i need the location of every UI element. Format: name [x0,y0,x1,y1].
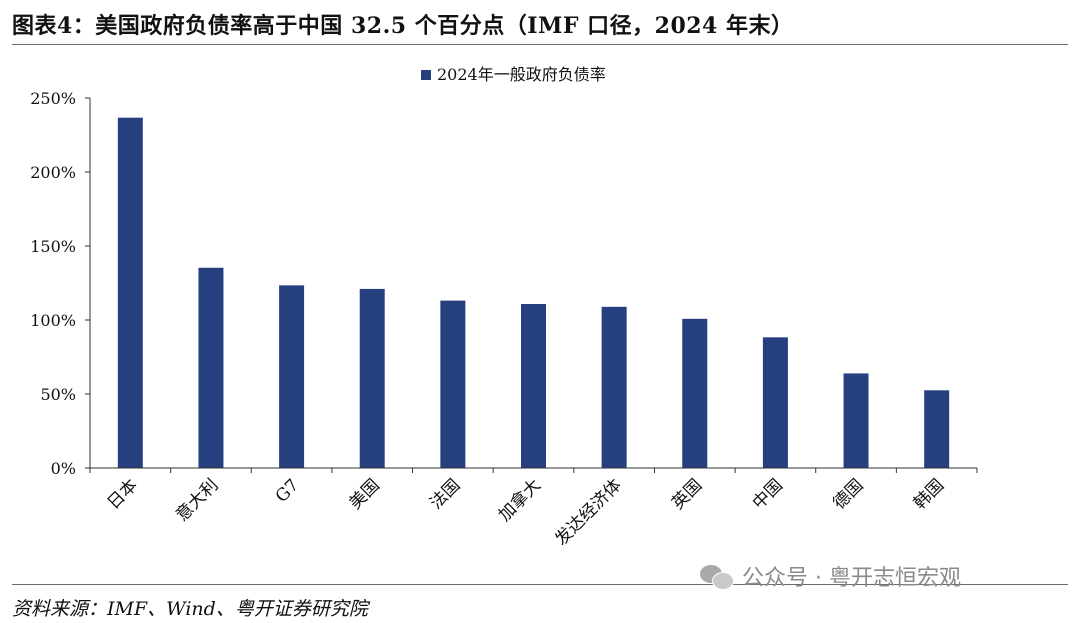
bar-chart: 2024年一般政府负债率 0% 50% 100% 150% 200% 250% 日本 意大利… [30,65,978,550]
footer-divider [12,584,1068,585]
page-title: 图表4：美国政府负债率高于中国 32.5 个百分点（IMF 口径，2024 年末… [12,13,794,39]
x-tick-label: 日本 [104,475,142,513]
x-tick-label: 加拿大 [494,475,545,526]
wechat-icon [700,563,734,590]
bar [762,337,788,468]
legend-label: 2024年一般政府负债率 [437,65,606,84]
legend-swatch [421,70,431,80]
x-tick-label: 中国 [749,475,787,513]
y-tick-label: 0% [51,459,76,478]
y-tick-label: 250% [30,89,76,108]
y-tick-label: 150% [30,237,76,256]
x-tick-label: 韩国 [910,475,948,513]
source-note: 资料来源：IMF、Wind、粤开证券研究院 [12,598,368,620]
x-tick-label: 美国 [346,475,384,513]
x-tick-label: G7 [272,475,303,506]
title-divider [12,44,1068,45]
bar [117,117,143,469]
bar [198,267,224,468]
x-tick-label: 意大利 [172,475,222,525]
watermark-text: 公众号 · 粤开志恒宏观 [742,566,961,591]
bar-series [117,117,950,469]
chart-legend: 2024年一般政府负债率 [421,65,606,84]
x-tick-label: 英国 [668,475,706,513]
bar [682,318,708,468]
x-tick-label: 德国 [829,475,867,513]
bar [440,300,466,468]
y-tick-label: 200% [30,163,76,182]
bar [359,288,385,468]
x-axis: 日本 意大利 G7 美国 法国 加拿大 发达经济体 英国 中国 德国 韩国 [89,467,978,550]
y-tick-label: 50% [40,385,76,404]
bar [279,285,305,468]
x-tick-label: 法国 [426,475,464,513]
bar [601,306,627,468]
bar [924,390,950,468]
x-tick-label: 发达经济体 [551,475,625,549]
bar [843,373,869,468]
y-axis: 0% 50% 100% 150% 200% 250% [30,89,91,478]
watermark: 公众号 · 粤开志恒宏观 [700,560,961,592]
bar [521,304,546,468]
y-tick-label: 100% [30,311,76,330]
